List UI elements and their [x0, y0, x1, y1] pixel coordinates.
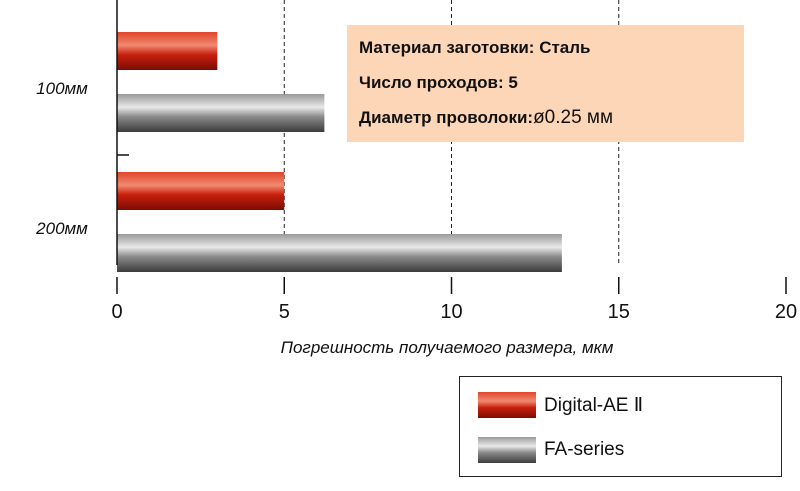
bar-digital-ae [117, 32, 218, 70]
bars [117, 32, 562, 272]
legend-item-fa-series: FA-series [478, 435, 624, 465]
category-label: 200мм [35, 219, 88, 238]
labels: 0 5 10 15 20 Погрешность получаемого размера,… [35, 79, 797, 357]
diameter-text: Диаметр проволоки:ø0.25 мм [359, 105, 744, 140]
legend-label: FA-series [544, 439, 625, 460]
bar-digital-ae [117, 172, 285, 210]
legend-item-digital-ae: Digital-AE Ⅱ [478, 390, 643, 420]
diameter-value: ø0.25 мм [533, 107, 614, 128]
category-label: 100мм [36, 79, 88, 98]
x-axis-title: Погрешность получаемого размера, мкм [281, 338, 614, 357]
bar-fa-series [117, 234, 562, 272]
legend-swatch-gray [478, 437, 536, 463]
legend-swatch-red [478, 392, 536, 418]
material-text: Материал заготовки: Сталь [359, 38, 591, 57]
x-tick-label: 20 [775, 301, 797, 323]
x-tick-label: 10 [440, 301, 462, 323]
x-tick-label: 15 [608, 301, 630, 323]
axes [116, 0, 787, 294]
conditions-box: Материал заготовки: Сталь Число проходов… [347, 25, 744, 142]
x-tick-label: 0 [111, 301, 122, 323]
legend-label: Digital-AE Ⅱ [544, 394, 644, 416]
bar-fa-series [117, 94, 325, 132]
legend: Digital-AE Ⅱ FA-series [459, 376, 782, 477]
x-tick-label: 5 [279, 301, 290, 323]
diameter-prefix: Диаметр проволоки: [359, 108, 534, 127]
passes-text: Число проходов: 5 [359, 73, 518, 92]
